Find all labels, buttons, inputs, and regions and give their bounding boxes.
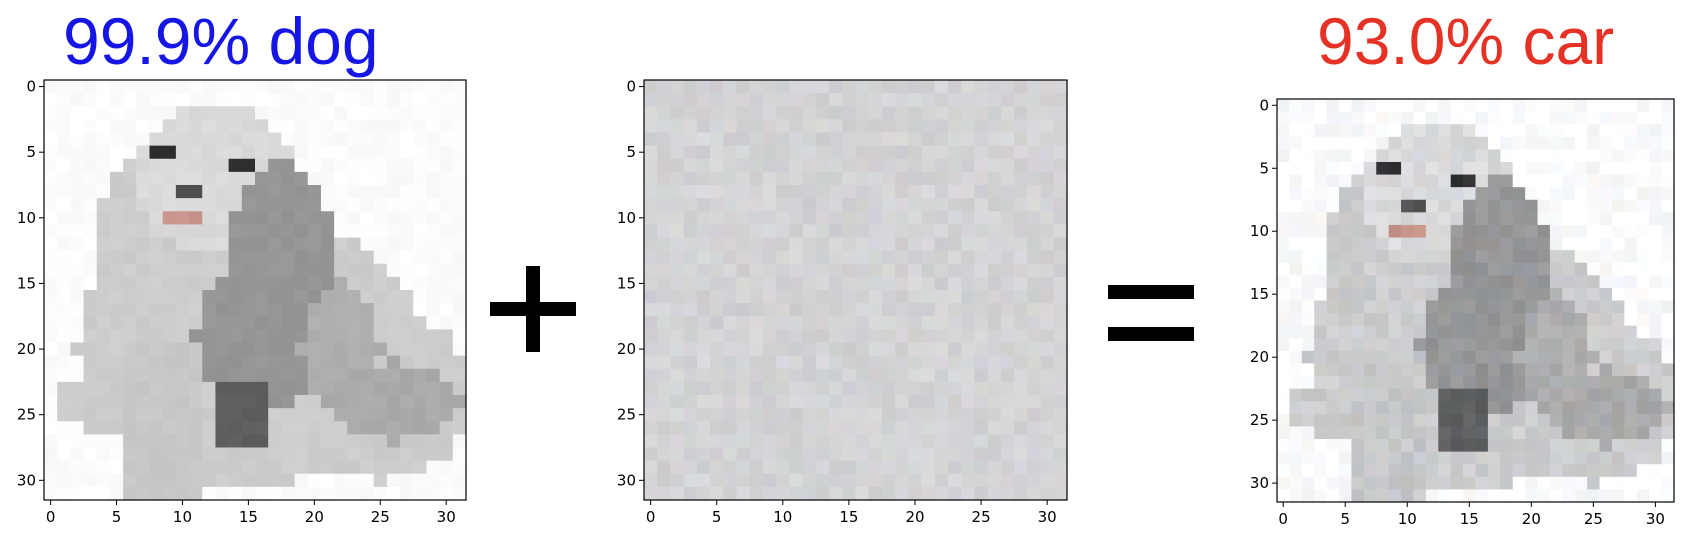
x-tick-label: 20 (305, 508, 324, 526)
x-tick-label: 25 (972, 508, 991, 526)
equals-sign (1108, 285, 1194, 341)
adversarial-image-panel: 0 5 10 15 20 25 30 0 5 10 15 20 25 30 (1250, 96, 1677, 528)
x-tick-label: 10 (1398, 510, 1417, 528)
y-tick-label: 30 (617, 471, 636, 489)
x-tick-label: 30 (437, 508, 456, 526)
x-tick-label: 0 (46, 508, 56, 526)
y-tick-label: 10 (17, 209, 36, 227)
x-tick-label: 20 (905, 508, 924, 526)
image-pixels (44, 80, 467, 501)
y-tick-label: 0 (1259, 96, 1269, 114)
x-tick-label: 5 (112, 508, 122, 526)
x-tick-label: 5 (712, 508, 722, 526)
y-tick-label: 25 (617, 406, 636, 424)
original-image-plot: 0 5 10 15 20 25 30 0 5 10 15 20 25 30 (17, 78, 467, 526)
x-tick-label: 25 (371, 508, 390, 526)
perturbation-panel: 0 5 10 15 20 25 30 0 5 10 15 20 25 30 (617, 78, 1069, 526)
adversarial-prediction-label: 93.0% car (1317, 4, 1615, 78)
y-tick-label: 30 (1250, 474, 1269, 492)
y-tick-label: 0 (626, 78, 636, 96)
plus-sign (490, 266, 576, 352)
x-tick-label: 0 (646, 508, 656, 526)
x-tick-label: 15 (1460, 510, 1479, 528)
y-tick-label: 10 (1250, 222, 1269, 240)
x-tick-label: 30 (1038, 508, 1057, 526)
y-tick-label: 0 (26, 78, 36, 96)
adversarial-image-plot: 0 5 10 15 20 25 30 0 5 10 15 20 25 30 (1250, 96, 1675, 528)
original-image-panel: 0 5 10 15 20 25 30 0 5 10 15 20 25 30 (17, 78, 467, 526)
y-tick-label: 5 (626, 143, 636, 161)
y-tick-label: 10 (617, 209, 636, 227)
x-tick-label: 10 (773, 508, 792, 526)
plot-frame (643, 79, 1068, 501)
perturbation-plot: 0 5 10 15 20 25 30 0 5 10 15 20 25 30 (617, 78, 1068, 526)
y-tick-label: 15 (17, 274, 36, 292)
y-tick-label: 15 (617, 274, 636, 292)
x-tick-label: 5 (1340, 510, 1350, 528)
y-tick-label: 20 (17, 340, 36, 358)
y-tick-label: 25 (17, 406, 36, 424)
x-tick-label: 25 (1584, 510, 1603, 528)
image-pixels (644, 80, 1068, 501)
x-tick-label: 10 (173, 508, 192, 526)
y-tick-label: 5 (26, 143, 36, 161)
y-tick-label: 5 (1259, 159, 1269, 177)
x-tick-label: 15 (239, 508, 258, 526)
plot-frame (43, 79, 467, 501)
y-tick-label: 15 (1250, 285, 1269, 303)
y-tick-label: 20 (1250, 348, 1269, 366)
x-tick-label: 20 (1522, 510, 1541, 528)
x-tick-label: 0 (1278, 510, 1288, 528)
y-tick-label: 25 (1250, 411, 1269, 429)
plot-frame (1276, 98, 1675, 503)
y-tick-label: 30 (17, 471, 36, 489)
original-prediction-label: 99.9% dog (63, 4, 379, 78)
image-pixels (1277, 99, 1675, 503)
x-tick-label: 15 (839, 508, 858, 526)
y-tick-label: 20 (617, 340, 636, 358)
x-tick-label: 30 (1646, 510, 1665, 528)
